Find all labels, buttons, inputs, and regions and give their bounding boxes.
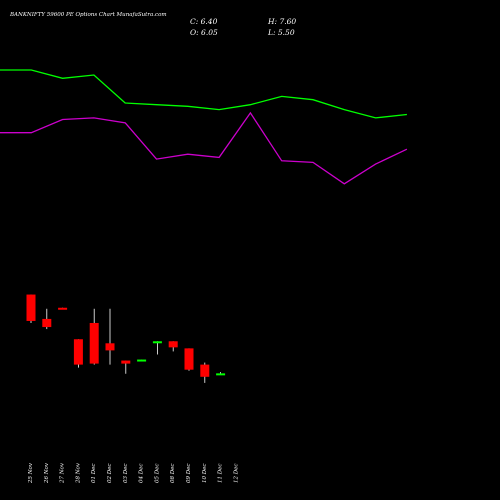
x-tick-label: 08 Dec [170, 464, 176, 484]
high-label: H: 7.60 [267, 17, 296, 26]
x-tick-label: 05 Dec [154, 464, 160, 484]
candle-body [184, 348, 194, 370]
candle-8 [152, 341, 162, 355]
candle-body [152, 341, 162, 344]
candle-3 [73, 339, 83, 368]
candle-12 [216, 372, 226, 376]
candle-10 [184, 348, 194, 371]
close-label: C: 6.40 [190, 17, 218, 26]
x-tick-label: 02 Dec [107, 464, 113, 484]
candle-body [121, 360, 131, 364]
candle-body [216, 373, 226, 376]
x-axis-ticks: 25 Nov 26 Nov 27 Nov 28 Nov 01 Dec 02 Dec 03 D… [28, 462, 239, 484]
candle-11 [200, 362, 210, 383]
candle-2 [58, 307, 68, 310]
x-tick-label: 27 Nov [60, 462, 66, 484]
indicator-lines [0, 69, 408, 185]
x-tick-label: 12 Dec [233, 464, 239, 484]
candle-0 [26, 294, 36, 323]
x-tick-label: 04 Dec [139, 464, 145, 484]
candle-body [105, 343, 115, 351]
series-line-1 [0, 111, 408, 185]
candle-body [89, 322, 99, 364]
candle-9 [168, 341, 178, 352]
chart-title: BANKNIFTY 59600 PE Options Chart MunafaS… [9, 12, 167, 18]
x-tick-label: 26 Nov [44, 462, 50, 484]
candle-4 [89, 308, 99, 365]
candle-5 [105, 308, 115, 365]
candles [26, 294, 226, 383]
candle-6 [121, 360, 131, 374]
candle-body [58, 307, 68, 310]
open-label: O: 6.05 [190, 28, 218, 37]
candle-body [42, 318, 52, 328]
candle-body [137, 359, 147, 362]
low-label: L: 5.50 [267, 28, 295, 37]
candle-1 [42, 308, 52, 330]
candle-7 [137, 359, 147, 362]
x-tick-label: 28 Nov [75, 462, 81, 484]
x-tick-label: 01 Dec [91, 464, 97, 484]
candle-body [168, 341, 178, 348]
x-tick-label: 11 Dec [218, 464, 224, 484]
series-line-0 [0, 69, 407, 119]
candle-body [73, 339, 83, 365]
candle-body [200, 364, 210, 377]
candle-body [26, 294, 36, 321]
x-tick-label: 09 Dec [186, 464, 192, 484]
x-tick-label: 03 Dec [123, 464, 129, 484]
x-tick-label: 10 Dec [202, 464, 208, 484]
x-tick-label: 25 Nov [28, 462, 34, 484]
